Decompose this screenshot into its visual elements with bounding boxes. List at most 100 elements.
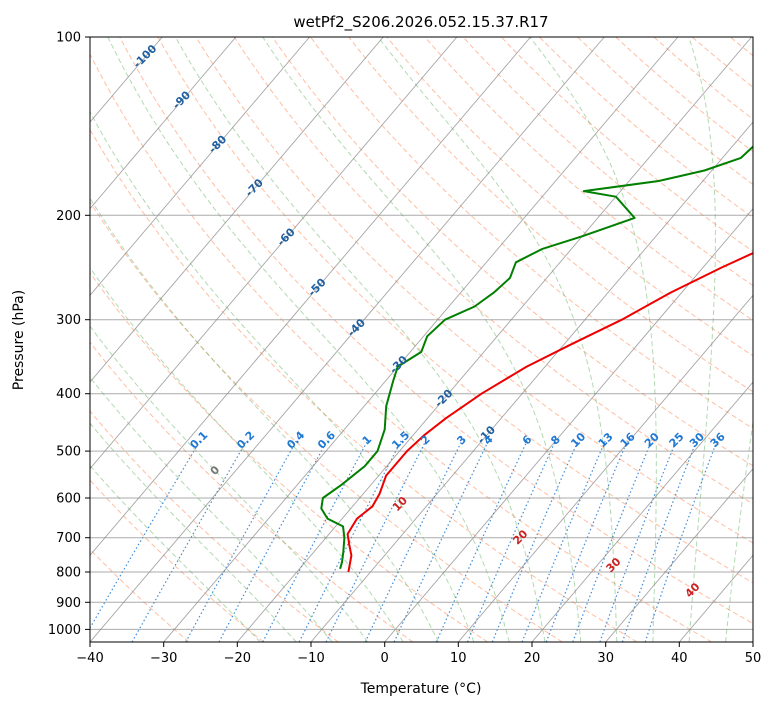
moist-adiabat-line [90, 464, 261, 642]
isotherm-line [531, 381, 753, 642]
isotherm-line [90, 37, 310, 297]
x-tick-label: −20 [224, 651, 251, 666]
isotherm-line [605, 467, 753, 642]
dry-adiabat-line [577, 37, 753, 186]
x-tick-label: −40 [76, 651, 103, 666]
dry-adiabat-line [90, 201, 563, 642]
mixing-ratio-line [262, 440, 369, 642]
isotherm-line [90, 37, 458, 470]
mixing-ratio-label: 20 [642, 430, 662, 450]
y-axis-ticks: 100 200 300 400 500 600 700 800 900 1000 [48, 31, 90, 638]
x-tick-label: −30 [150, 651, 177, 666]
mixing-ratio-lines [90, 440, 718, 642]
mixing-ratio-line [599, 440, 677, 642]
y-tick-label: 100 [56, 31, 81, 46]
x-tick-label: 10 [450, 651, 467, 666]
isotherm-line [310, 121, 753, 642]
isotherm-label: -20 [432, 387, 455, 410]
moist-adiabat-label: 10 [390, 494, 410, 514]
x-tick-label: 50 [745, 651, 762, 666]
isotherm-line [90, 37, 384, 383]
isotherm-line [90, 37, 605, 642]
x-axis-label: Temperature (°C) [360, 681, 482, 697]
moist-adiabat-line [725, 418, 753, 642]
moist-adiabats [90, 37, 753, 642]
mixing-ratio-label: 0.1 [187, 429, 210, 452]
moist-adiabat-line [90, 266, 404, 642]
mixing-ratio-line [435, 440, 528, 642]
mixing-ratio-line [185, 440, 298, 642]
mixing-ratio-label: 3 [454, 433, 469, 448]
dry-adiabat-line [195, 37, 753, 544]
isotherm-line [90, 37, 531, 556]
dry-adiabat-line [90, 479, 264, 642]
pressure-gridlines [90, 37, 753, 630]
x-axis-ticks: −40 −30 −20 −10 0 10 20 30 40 50 [76, 642, 761, 666]
dry-adiabat-line [462, 37, 753, 287]
moist-adiabat-label: 0 [208, 463, 223, 478]
x-tick-label: 20 [524, 651, 541, 666]
y-tick-label: 500 [56, 445, 81, 460]
mixing-ratio-label: 10 [568, 430, 588, 450]
plot-frame [89, 36, 754, 643]
dry-adiabat-line [90, 271, 488, 642]
dry-adiabat-line [310, 37, 753, 430]
x-tick-label: 30 [597, 651, 614, 666]
dry-adiabats [90, 37, 775, 642]
mixing-ratio-line [572, 440, 653, 642]
mixing-ratio-line [466, 440, 557, 642]
dry-adiabat-line [90, 548, 190, 642]
dry-adiabat-line [233, 37, 753, 505]
mixing-ratio-line [521, 440, 606, 642]
dry-adiabat-line [768, 37, 775, 642]
moist-adiabat-line [90, 376, 333, 642]
isotherm-label: -60 [275, 225, 298, 248]
mixing-ratio-label: 0.6 [315, 428, 338, 451]
chart-title: wetPf2_S206.2026.052.15.37.R17 [293, 13, 548, 32]
mixing-ratio-label: 13 [596, 430, 616, 450]
mixing-ratio-label: 25 [667, 430, 687, 450]
x-tick-label: 40 [671, 651, 688, 666]
moist-adiabat-line [90, 422, 297, 642]
y-tick-label: 1000 [48, 623, 81, 638]
mixing-ratio-line [90, 440, 201, 630]
dry-adiabat-line [653, 37, 753, 120]
isotherm-line [163, 37, 679, 642]
moist-adiabat-line [529, 37, 657, 642]
moist-adiabat-line [262, 37, 582, 642]
isotherm-line [236, 37, 752, 642]
moist-adiabat-line [688, 37, 716, 642]
dry-adiabat-line [424, 37, 753, 321]
mixing-ratio-label: 0.2 [234, 429, 257, 452]
mixing-ratio-line [545, 440, 628, 642]
isotherm-line [457, 294, 753, 642]
isotherm-line [678, 554, 753, 642]
y-tick-label: 700 [56, 531, 81, 546]
y-tick-label: 600 [56, 492, 81, 507]
y-tick-label: 800 [56, 566, 81, 581]
moist-adiabat-label: 20 [510, 527, 530, 547]
moist-adiabat-line [90, 110, 475, 642]
isotherm-label: -100 [131, 42, 160, 71]
mixing-ratio-line [491, 440, 579, 642]
mixing-ratio-line [325, 440, 427, 642]
mixing-ratio-label: 16 [618, 430, 638, 450]
isotherms [90, 37, 753, 642]
dry-adiabat-line [691, 37, 753, 88]
moist-adiabat-line [107, 37, 510, 642]
y-tick-label: 900 [56, 596, 81, 611]
dry-adiabat-line [615, 37, 753, 153]
isotherm-line [90, 37, 237, 210]
isotherm-label: -50 [305, 276, 328, 299]
mixing-ratio-line [364, 440, 463, 642]
dry-adiabat-line [500, 37, 753, 252]
moist-adiabat-line [90, 197, 439, 642]
moist-adiabat-line [175, 37, 546, 642]
dry-adiabat-line [348, 37, 753, 393]
profile-lines [320, 145, 753, 573]
mixing-ratio-line [131, 440, 248, 642]
mixing-ratio-label: 1 [360, 433, 375, 448]
x-tick-label: 0 [381, 651, 389, 666]
moist-adiabat-line [90, 325, 369, 642]
